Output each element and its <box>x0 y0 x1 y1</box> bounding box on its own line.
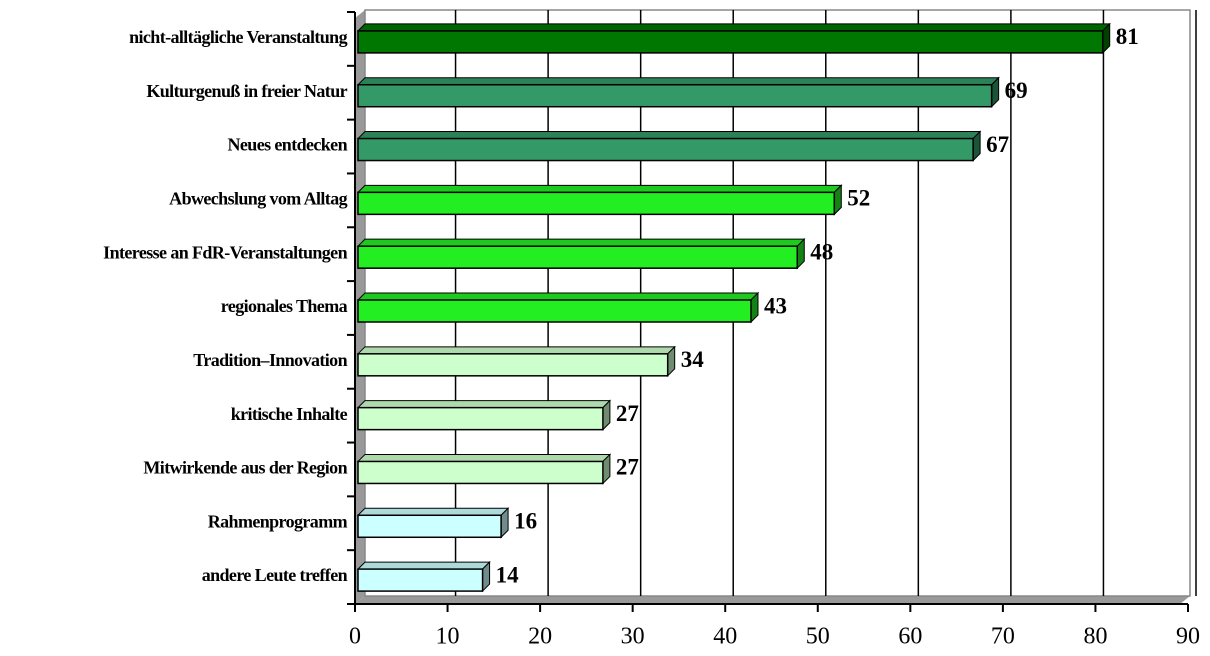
bar <box>357 245 799 269</box>
y-tick-label: Mitwirkende aus der Region <box>143 458 347 478</box>
x-tick-label: 0 <box>349 624 361 650</box>
bar-top <box>356 346 676 355</box>
bar <box>357 137 974 162</box>
x-tick-label: 40 <box>713 624 737 650</box>
x-tick-label: 20 <box>528 624 552 650</box>
bar-top <box>356 561 491 570</box>
bar <box>357 514 502 539</box>
bar-top <box>356 453 612 462</box>
bar-top <box>356 23 1111 32</box>
value-label: 34 <box>681 347 705 372</box>
x-tick-label: 80 <box>1083 624 1107 650</box>
x-tick-label: 50 <box>806 624 830 650</box>
bar-top <box>356 507 510 516</box>
y-tick-label: Interesse an FdR-Veranstaltungen <box>103 242 347 262</box>
bar <box>357 83 993 108</box>
value-label: 52 <box>847 186 870 211</box>
x-tick-label: 90 <box>1176 624 1200 650</box>
value-label: 81 <box>1116 24 1139 49</box>
floor <box>355 596 1190 604</box>
bar-top <box>356 131 982 140</box>
value-label: 14 <box>496 562 519 587</box>
bar-top <box>356 77 1000 86</box>
value-label: 27 <box>616 455 639 480</box>
bar <box>357 299 752 323</box>
x-tick-label: 70 <box>991 624 1015 650</box>
bar-top <box>356 184 843 193</box>
y-tick-label: Rahmenprogramm <box>208 511 348 531</box>
y-tick-label: regionales Thema <box>221 296 348 316</box>
y-tick-label: Abwechslung vom Alltag <box>169 188 347 208</box>
bar-top <box>356 292 760 301</box>
value-label: 27 <box>616 401 639 426</box>
bar <box>357 191 836 216</box>
x-tick-label: 30 <box>621 624 645 650</box>
bar <box>357 353 669 377</box>
bar <box>357 460 604 485</box>
y-tick-label: andere Leute treffen <box>202 565 348 585</box>
bar-top <box>356 400 612 409</box>
value-label: 67 <box>986 132 1009 157</box>
y-tick-label: Kulturgenuß in freier Natur <box>146 81 347 101</box>
x-tick-label: 60 <box>898 624 922 650</box>
bar <box>357 406 604 431</box>
y-tick-label: kritische Inhalte <box>231 404 348 424</box>
bar <box>357 568 484 592</box>
y-tick-label: nicht-alltägliche Veranstaltung <box>129 27 348 47</box>
value-label: 48 <box>810 239 833 264</box>
x-tick-label: 10 <box>436 624 460 650</box>
y-tick-label: Tradition–Innovation <box>193 350 347 370</box>
value-label: 69 <box>1005 78 1028 103</box>
value-label: 16 <box>514 509 537 534</box>
bar <box>357 30 1104 54</box>
y-tick-label: Neues entdecken <box>228 135 348 155</box>
value-label: 43 <box>764 293 787 318</box>
bar-top <box>356 238 806 247</box>
